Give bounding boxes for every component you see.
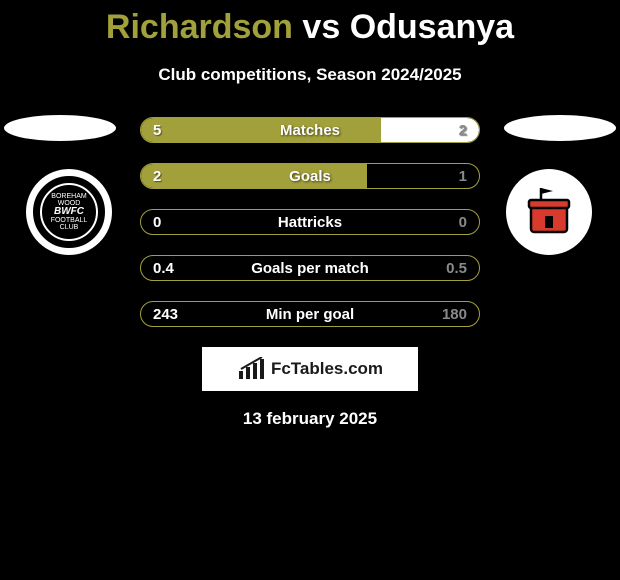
watermark-text: FcTables.com xyxy=(271,359,383,379)
stats-bars: 5Matches22Goals10Hattricks00.4Goals per … xyxy=(140,115,480,327)
watermark: FcTables.com xyxy=(202,347,418,391)
stat-label: Goals xyxy=(141,164,479,188)
team2-crest xyxy=(506,169,592,255)
stat-label: Hattricks xyxy=(141,210,479,234)
player2-name: Odusanya xyxy=(350,8,514,46)
stat-value-right: 0 xyxy=(459,210,467,234)
comparison-panel: BOREHAM WOODBWFCFOOTBALL CLUB 5Matches22… xyxy=(0,115,620,429)
comparison-title: Richardson vs Odusanya xyxy=(0,0,620,47)
stat-label: Min per goal xyxy=(141,302,479,326)
team1-crest-text: BOREHAM WOODBWFCFOOTBALL CLUB xyxy=(42,193,96,231)
stat-row: 0Hattricks0 xyxy=(140,209,480,235)
stat-value-right: 1 xyxy=(459,164,467,188)
stat-row: 243Min per goal180 xyxy=(140,301,480,327)
stat-value-right: 0.5 xyxy=(446,256,467,280)
subtitle: Club competitions, Season 2024/2025 xyxy=(0,65,620,85)
vs-text: vs xyxy=(302,8,340,46)
stat-value-right: 2 xyxy=(459,118,467,142)
chart-icon xyxy=(237,357,267,381)
stat-label: Matches xyxy=(141,118,479,142)
team1-crest: BOREHAM WOODBWFCFOOTBALL CLUB xyxy=(26,169,112,255)
player1-name: Richardson xyxy=(106,8,293,46)
tower-icon xyxy=(519,182,579,242)
stat-row: 5Matches2 xyxy=(140,117,480,143)
shadow-ellipse-left xyxy=(4,115,116,141)
stat-row: 2Goals1 xyxy=(140,163,480,189)
stat-label: Goals per match xyxy=(141,256,479,280)
shadow-ellipse-right xyxy=(504,115,616,141)
stat-row: 0.4Goals per match0.5 xyxy=(140,255,480,281)
comparison-date: 13 february 2025 xyxy=(0,409,620,429)
team1-crest-inner: BOREHAM WOODBWFCFOOTBALL CLUB xyxy=(40,183,98,241)
stat-value-right: 180 xyxy=(442,302,467,326)
